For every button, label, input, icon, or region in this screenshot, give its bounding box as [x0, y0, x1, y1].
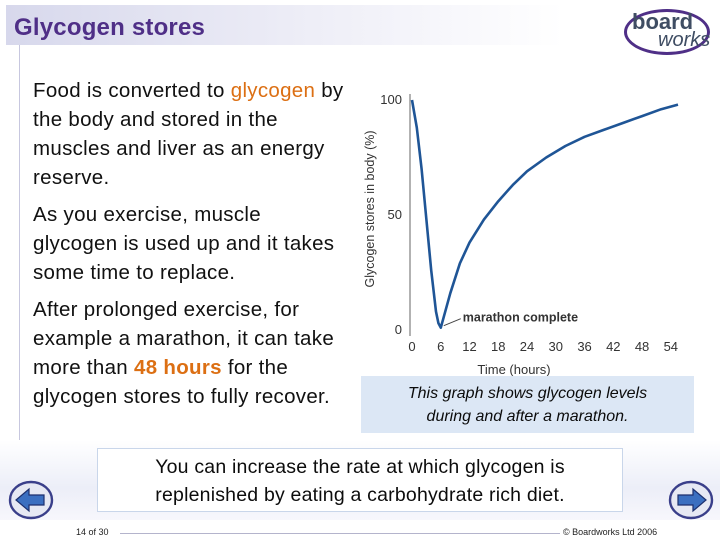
- x-tick-label: 0: [408, 339, 415, 354]
- paragraph-glycogen-storage: Food is converted to glycogen by the bod…: [33, 76, 345, 192]
- arrow-left-icon: [15, 487, 45, 513]
- tip-box: You can increase the rate at which glyco…: [97, 448, 623, 512]
- chart-series-line: [410, 99, 679, 329]
- x-tick-label: 42: [606, 339, 620, 354]
- p1-text-b: by the body and stored in the muscles an…: [33, 79, 344, 189]
- annotation-leader-line: [443, 318, 461, 327]
- graph-caption: This graph shows glycogen levels during …: [361, 376, 694, 433]
- p3-text-a: After prolonged exercise, for example a …: [33, 298, 335, 379]
- chart-annotation-label: marathon complete: [463, 311, 578, 325]
- copyright-text: © Boardworks Ltd 2006: [563, 527, 658, 537]
- slide-title: Glycogen stores: [14, 14, 206, 41]
- glycogen-chart: Glycogen stores in body (%) 0 50 100 0 6 12 1…: [363, 92, 679, 376]
- tip-line-2: replenished by eating a carbohydrate ric…: [155, 484, 565, 506]
- x-tick-label: 12: [462, 339, 476, 354]
- x-tick-label: 30: [549, 339, 563, 354]
- y-tick-label: 0: [395, 322, 402, 337]
- title-bar: [6, 5, 564, 45]
- y-tick-label: 100: [380, 92, 402, 107]
- chart-x-axis-label: Time (hours): [477, 362, 550, 376]
- x-tick-label: 18: [491, 339, 505, 354]
- logo-word-works: works: [658, 29, 711, 51]
- chart-x-ticks: 0 6 12 18 24 30 36 42 48 54: [408, 339, 678, 354]
- caption-line-1: This graph shows glycogen levels: [407, 385, 648, 402]
- previous-slide-button[interactable]: [8, 479, 54, 521]
- paragraph-recovery: After prolonged exercise, for example a …: [33, 295, 345, 411]
- chart-y-axis-label: Glycogen stores in body (%): [363, 130, 377, 287]
- p1-highlight-glycogen: glycogen: [230, 79, 316, 102]
- arrow-right-icon: [677, 487, 707, 513]
- x-tick-label: 48: [635, 339, 649, 354]
- left-divider: [19, 45, 20, 503]
- paragraph-exercise: As you exercise, muscle glycogen is used…: [33, 203, 335, 284]
- x-tick-label: 24: [520, 339, 534, 354]
- logo-ring: [624, 9, 710, 55]
- x-tick-label: 6: [437, 339, 444, 354]
- page-number: 14 of 30: [76, 527, 109, 537]
- caption-line-2: during and after a marathon.: [426, 408, 629, 425]
- next-slide-button[interactable]: [668, 479, 714, 521]
- footer-rule: [120, 533, 560, 534]
- y-tick-label: 50: [388, 207, 402, 222]
- tip-line-1: You can increase the rate at which glyco…: [155, 456, 565, 478]
- p1-text-a: Food is converted to: [33, 79, 231, 102]
- p3-highlight-48-hours: 48 hours: [134, 356, 222, 379]
- logo-word-board: board: [632, 9, 694, 34]
- p3-text-b: for the glycogen stores to fully recover…: [33, 356, 331, 408]
- x-tick-label: 54: [664, 339, 678, 354]
- boardworks-logo: board works: [622, 7, 716, 61]
- x-tick-label: 36: [577, 339, 591, 354]
- chart-y-ticks: 0 50 100: [380, 92, 402, 337]
